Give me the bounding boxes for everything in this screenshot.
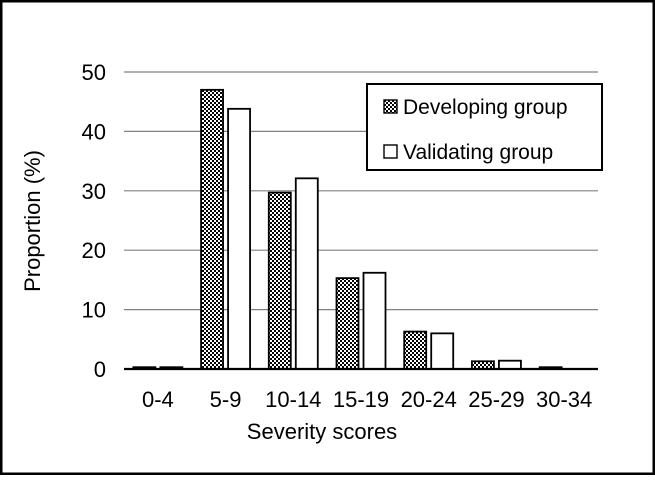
x-tick-20-24: 20-24 — [401, 387, 457, 412]
x-tick-30-34: 30-34 — [536, 387, 592, 412]
legend-label-developing: Developing group — [403, 96, 568, 119]
bar-developing-group-20-24 — [403, 330, 428, 370]
legend-box — [366, 83, 603, 171]
x-tick-15-19: 15-19 — [333, 387, 389, 412]
x-tick-5-9: 5-9 — [210, 387, 242, 412]
y-axis-title: Proportion (%) — [20, 150, 45, 292]
bar-developing-group-10-14 — [267, 191, 292, 370]
bar-developing-group-5-9 — [200, 88, 224, 370]
bar-validating-group-25-29 — [498, 359, 522, 370]
bar-validating-group-10-14 — [294, 177, 319, 370]
bar-validating-group-20-24 — [430, 332, 455, 370]
legend-swatch-validating-icon — [383, 144, 398, 159]
bar-developing-group-25-29 — [471, 360, 495, 370]
x-tick-labels: 0-4 5-9 10-14 15-19 20-24 25-29 30-34 — [142, 387, 592, 412]
x-tick-0-4: 0-4 — [142, 387, 174, 412]
legend-label-validating: Validating group — [403, 141, 553, 164]
y-tick-50: 50 — [82, 60, 106, 85]
legend-entry-validating: Validating group — [383, 141, 553, 164]
y-tick-10: 10 — [82, 298, 106, 323]
x-axis-title: Severity scores — [247, 419, 397, 444]
y-tick-20: 20 — [82, 238, 106, 263]
bar-validating-group-15-19 — [362, 271, 387, 370]
x-tick-25-29: 25-29 — [468, 387, 524, 412]
bar-validating-group-5-9 — [227, 107, 251, 370]
bar-developing-group-15-19 — [335, 277, 360, 370]
y-tick-30: 30 — [82, 179, 106, 204]
legend: Developing group Validating group — [366, 83, 603, 171]
x-tick-10-14: 10-14 — [265, 387, 321, 412]
y-tick-40: 40 — [82, 119, 106, 144]
legend-entry-developing: Developing group — [383, 96, 568, 119]
legend-swatch-developing-icon — [383, 99, 398, 114]
y-tick-0: 0 — [94, 357, 106, 382]
y-tick-labels: 0 10 20 30 40 50 — [82, 60, 106, 382]
